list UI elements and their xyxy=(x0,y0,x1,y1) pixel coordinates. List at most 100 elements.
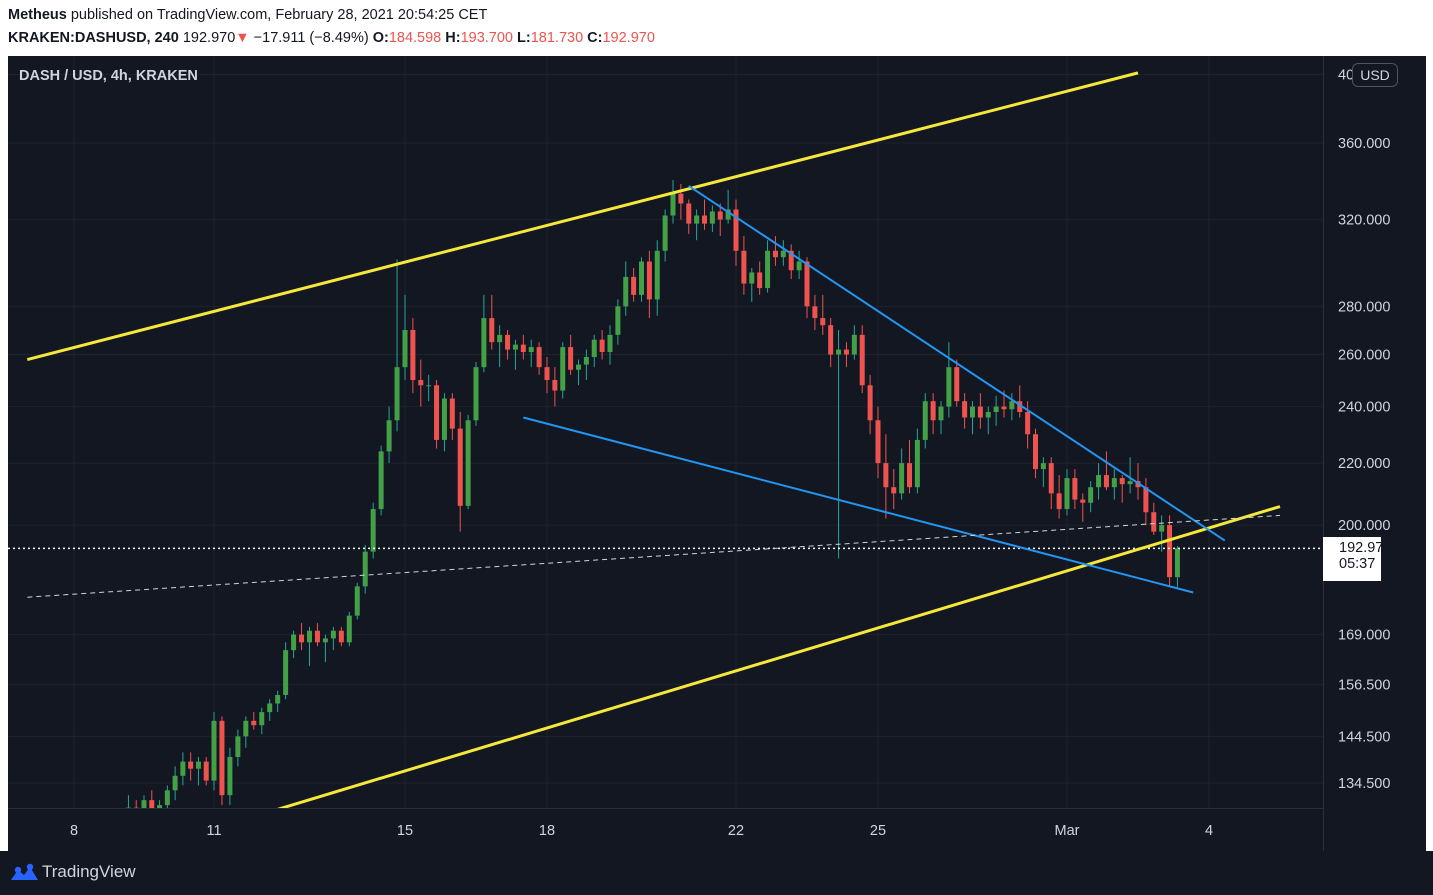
candle-body xyxy=(836,349,842,355)
candle-body xyxy=(749,272,755,284)
candle-body xyxy=(1048,463,1054,494)
upper-channel-line xyxy=(26,71,1139,362)
candle-body xyxy=(394,367,400,421)
price-tick-label: 156.500 xyxy=(1338,678,1390,694)
candle-body xyxy=(1064,478,1070,510)
candle-body xyxy=(1072,478,1078,500)
high-label: H: xyxy=(445,30,461,46)
candle-body xyxy=(211,720,217,781)
candle-body xyxy=(378,451,384,510)
wedge-top-line xyxy=(688,185,1226,542)
last-price: 192.970 xyxy=(182,30,236,46)
dashed-trend-line xyxy=(27,514,1281,598)
publish-header: Metheus published on TradingView.com, Fe… xyxy=(0,0,1433,56)
candle-body xyxy=(576,364,581,370)
candle-body xyxy=(536,347,542,368)
candle-body xyxy=(717,211,723,220)
candle-body xyxy=(1056,493,1062,510)
candle-body xyxy=(512,344,518,350)
price-tick-label: 260.000 xyxy=(1338,348,1390,364)
symbol-label: KRAKEN:DASHUSD, 240 xyxy=(8,30,179,46)
candle-body xyxy=(1033,434,1038,470)
candle-body xyxy=(891,487,897,494)
price-tick-label: 169.000 xyxy=(1338,628,1390,644)
chart-area[interactable]: 400.000360.000320.000280.000260.000240.0… xyxy=(8,56,1426,851)
price-tick-label: 200.000 xyxy=(1338,518,1390,534)
author-name[interactable]: Metheus xyxy=(8,7,67,23)
candle-body xyxy=(441,398,447,440)
plot-layer xyxy=(8,71,1323,808)
candle-body xyxy=(678,193,684,204)
candle-body xyxy=(804,261,810,307)
time-tick-label: 11 xyxy=(206,823,221,839)
candle-body xyxy=(1040,463,1046,470)
candle-body xyxy=(599,339,605,353)
symbol-info: KRAKEN:DASHUSD, 240 192.970▼ −17.911 (−8… xyxy=(8,30,655,46)
tradingview-logo-icon[interactable] xyxy=(10,862,40,882)
candle-body xyxy=(322,638,328,643)
candle-body xyxy=(765,250,771,289)
candle-body xyxy=(631,276,637,295)
candle-body xyxy=(899,463,905,494)
candle-body xyxy=(615,306,621,335)
candle-body xyxy=(164,790,170,806)
candle-body xyxy=(267,703,273,713)
candle-body xyxy=(922,401,928,440)
tradingview-brand[interactable]: TradingView xyxy=(42,862,136,881)
candle-body xyxy=(1096,475,1102,488)
candle-body xyxy=(473,367,479,421)
candle-body xyxy=(552,380,558,391)
candle-body xyxy=(820,318,826,326)
candle-body xyxy=(686,203,692,224)
candle-body xyxy=(623,276,629,307)
candle-body xyxy=(307,630,312,643)
candle-body xyxy=(883,463,889,488)
candle-body xyxy=(149,800,155,808)
candle-body xyxy=(560,347,566,391)
candle-body xyxy=(402,330,408,368)
candle-body xyxy=(702,215,707,224)
low-value: 181.730 xyxy=(530,30,584,46)
bar-countdown: 05:37 xyxy=(1339,556,1376,572)
candle-body xyxy=(1103,475,1109,488)
wedge-bottom-line xyxy=(523,416,1194,594)
candle-body xyxy=(733,209,739,251)
candle-body xyxy=(977,406,983,418)
currency-badge[interactable]: USD xyxy=(1352,63,1398,87)
candle-body xyxy=(314,630,320,643)
candle-body xyxy=(251,720,257,726)
high-value: 193.700 xyxy=(460,30,513,46)
candle-body xyxy=(172,775,178,791)
candle-body xyxy=(465,420,471,506)
open-label: O: xyxy=(372,30,389,46)
time-tick-label: 22 xyxy=(728,823,744,839)
candle-body xyxy=(497,334,503,343)
candle-body xyxy=(180,761,186,776)
candle-body xyxy=(662,215,668,251)
candle-body xyxy=(434,385,440,440)
time-tick-label: Mar xyxy=(1055,823,1080,839)
price-tick-label: 320.000 xyxy=(1338,213,1390,229)
low-label: L: xyxy=(517,30,531,46)
close-label: C: xyxy=(587,30,603,46)
candle-body xyxy=(875,420,881,464)
candle-body xyxy=(195,761,201,769)
candle-body xyxy=(489,318,495,343)
candle-body xyxy=(1159,525,1165,532)
candle-body xyxy=(203,761,209,781)
candle-body xyxy=(449,398,455,429)
candle-body xyxy=(993,406,999,413)
candle-body xyxy=(1111,478,1117,488)
candle-body xyxy=(709,211,715,224)
candle-body xyxy=(796,261,802,271)
candle-body xyxy=(1174,548,1180,578)
chart-canvas[interactable]: 400.000360.000320.000280.000260.000240.0… xyxy=(8,56,1426,851)
candle-body xyxy=(583,357,589,365)
candle-body xyxy=(259,712,265,726)
candle-body xyxy=(1001,406,1007,410)
candle-body xyxy=(646,261,652,300)
candle-body xyxy=(843,349,849,355)
time-tick-label: 25 xyxy=(870,823,886,839)
close-value: 192.970 xyxy=(602,30,655,46)
candle-body xyxy=(141,800,147,808)
